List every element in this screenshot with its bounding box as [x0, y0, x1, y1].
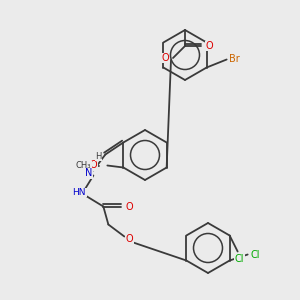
Text: N: N: [85, 169, 92, 178]
Text: O: O: [125, 233, 133, 244]
Text: Cl: Cl: [251, 250, 260, 260]
Text: O: O: [205, 41, 213, 51]
Text: HN: HN: [73, 188, 86, 197]
Text: O: O: [125, 202, 133, 212]
Text: Br: Br: [229, 55, 240, 64]
Text: O: O: [161, 53, 169, 63]
Text: CH₃: CH₃: [76, 161, 91, 170]
Text: Cl: Cl: [235, 254, 244, 265]
Text: O: O: [89, 160, 97, 170]
Text: H: H: [95, 152, 101, 161]
